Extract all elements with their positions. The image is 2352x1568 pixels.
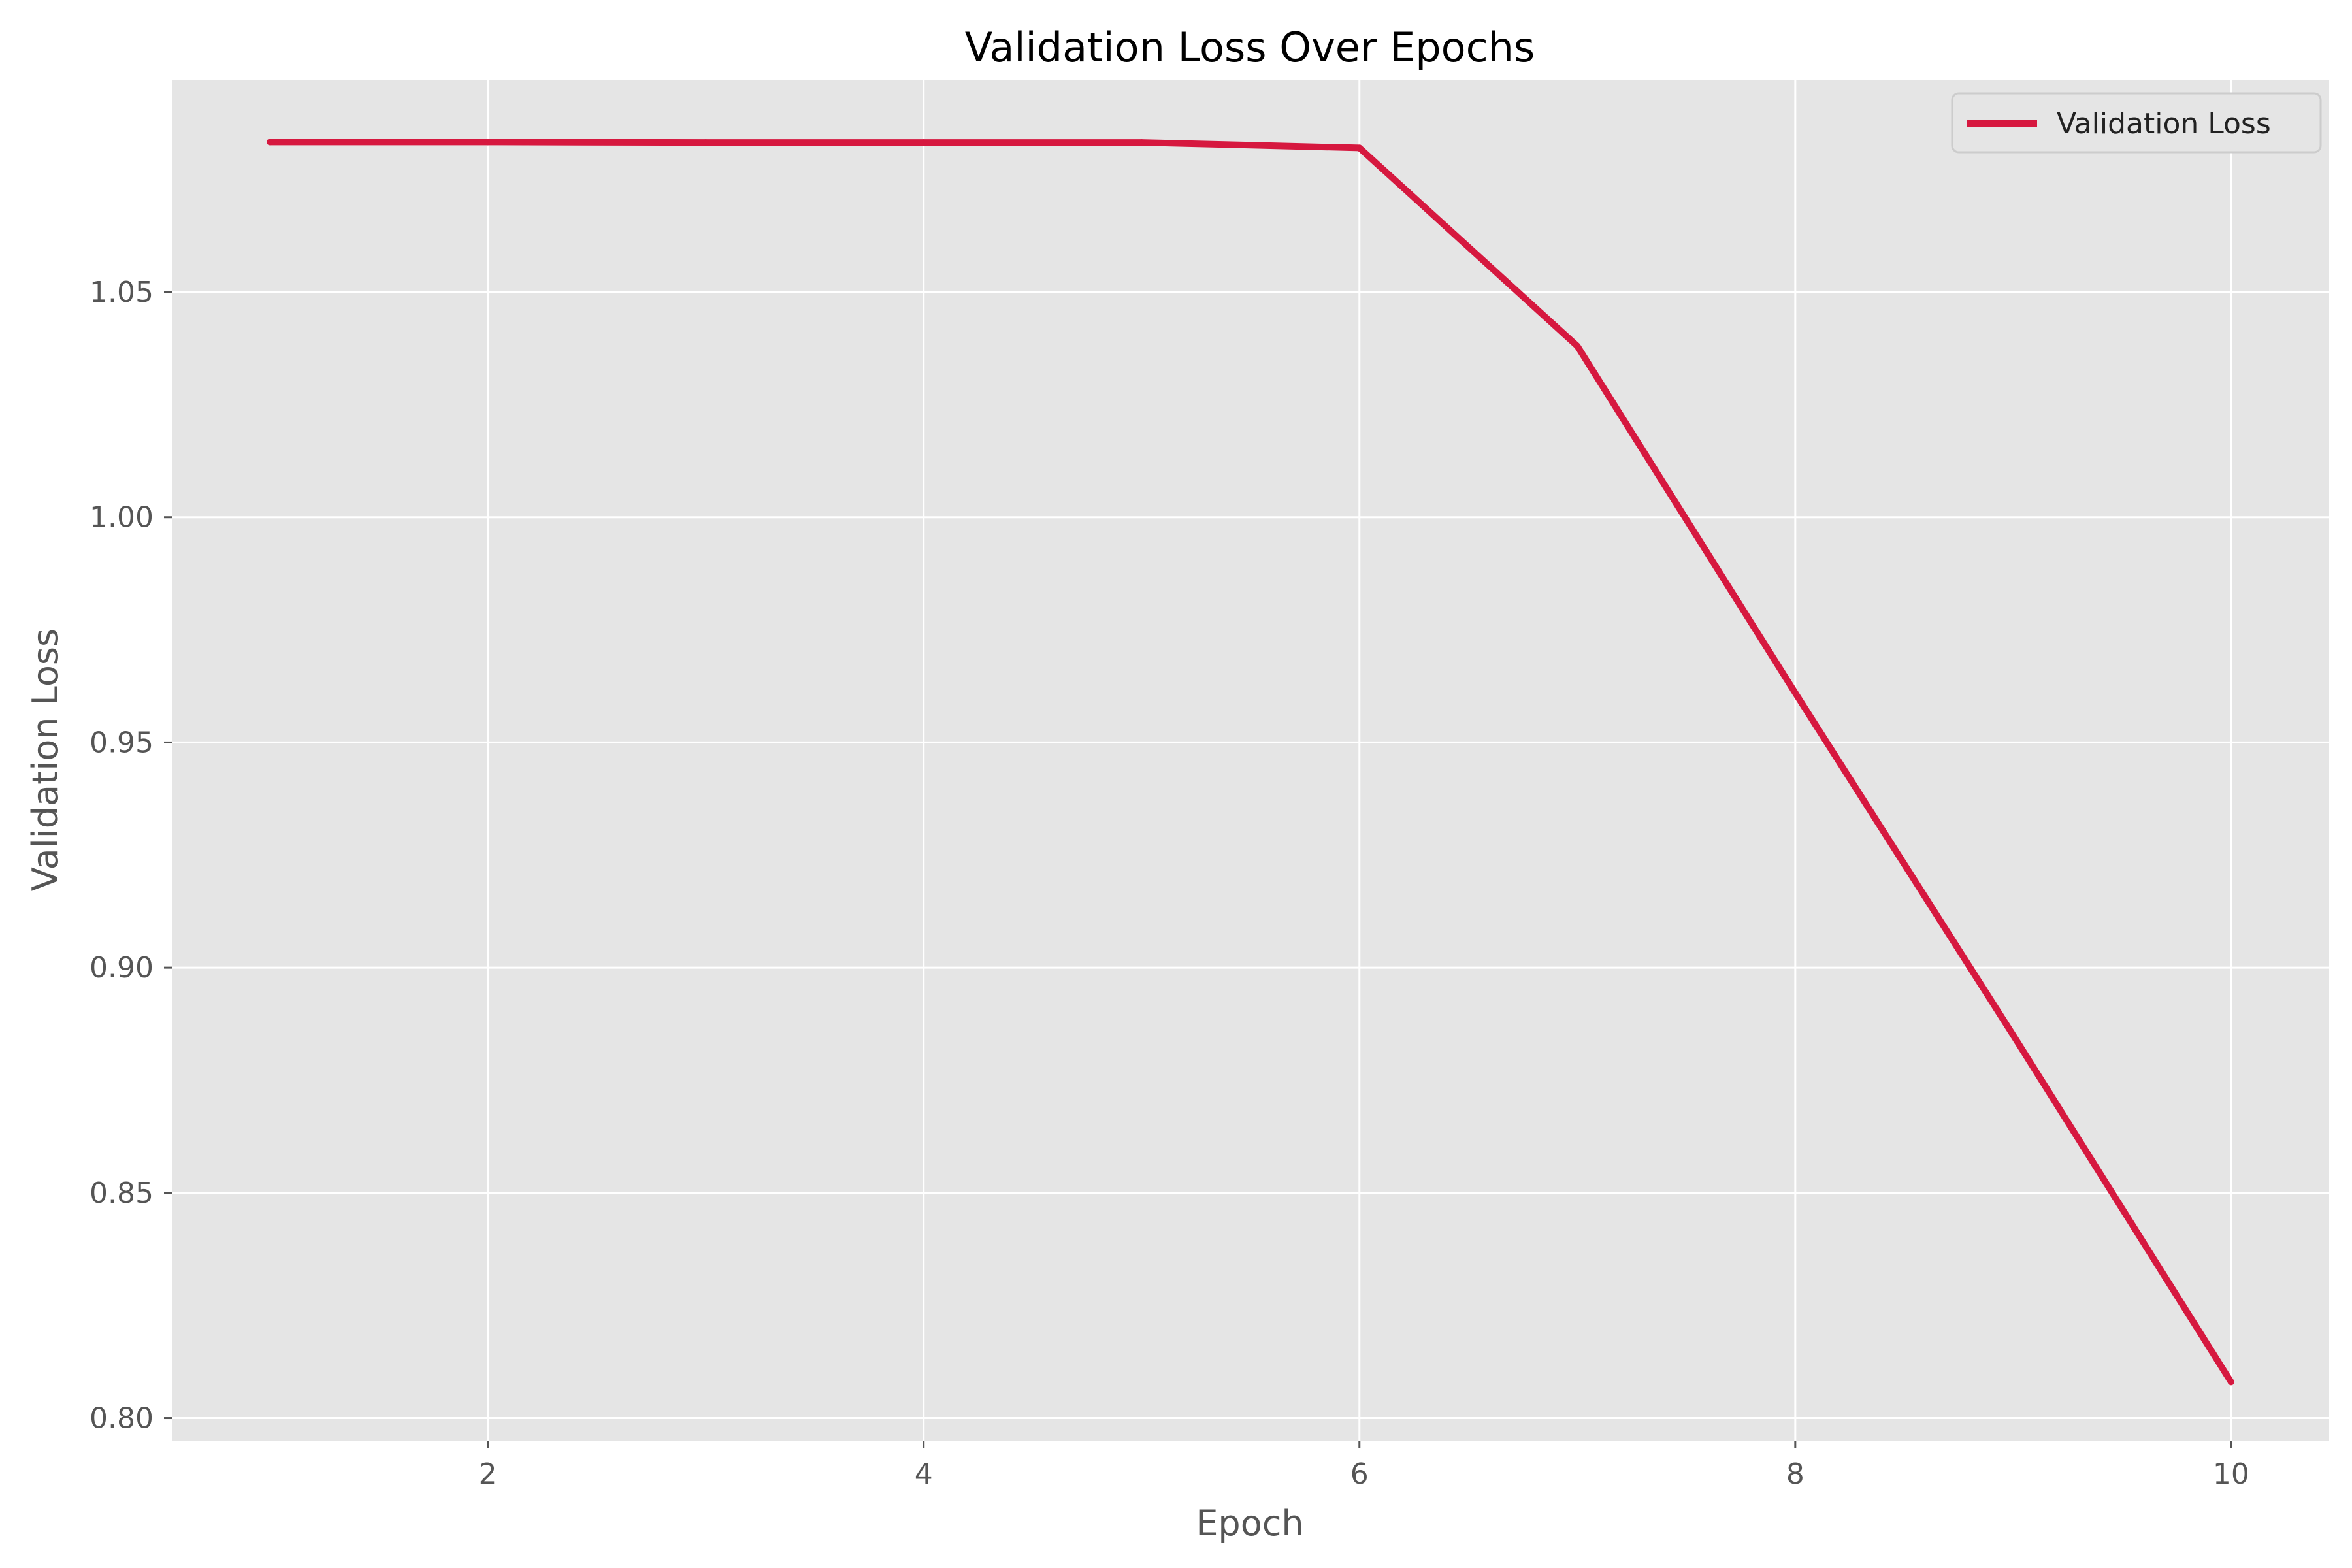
data-point bbox=[484, 139, 491, 146]
data-point bbox=[702, 139, 710, 146]
data-point bbox=[1574, 342, 1581, 350]
legend: Validation Loss bbox=[1951, 92, 2322, 154]
x-tick-label: 2 bbox=[479, 1458, 497, 1491]
y-axis-label: Validation Loss bbox=[25, 629, 66, 891]
series-layer bbox=[267, 139, 2234, 1386]
x-tick-label: 8 bbox=[1786, 1458, 1805, 1491]
y-tick-label: 1.05 bbox=[90, 276, 154, 309]
data-point bbox=[1138, 139, 1145, 146]
y-tick-label: 0.85 bbox=[90, 1177, 154, 1210]
x-tick-label: 6 bbox=[1350, 1458, 1369, 1491]
legend-box bbox=[1951, 92, 2322, 154]
y-tick-label: 0.80 bbox=[90, 1402, 154, 1435]
data-point bbox=[2227, 1379, 2234, 1386]
data-point bbox=[1791, 689, 1799, 696]
data-point bbox=[1356, 144, 1363, 152]
series-line-validation-loss bbox=[270, 139, 2234, 1384]
y-tick-label: 0.95 bbox=[90, 726, 154, 759]
data-point bbox=[920, 139, 927, 146]
x-tick-label: 4 bbox=[915, 1458, 933, 1491]
gridlines bbox=[172, 80, 2329, 1441]
data-point bbox=[267, 139, 274, 146]
y-tick-label: 1.00 bbox=[90, 501, 154, 534]
axis-ticks: 2 4 6 8 10 0.80 0.85 0.90 0.95 1.00 1.05 bbox=[90, 276, 2249, 1491]
legend-label-validation-loss: Validation Loss bbox=[2057, 107, 2271, 140]
x-axis-label: Epoch bbox=[1196, 1503, 1303, 1544]
chart-title: Validation Loss Over Epochs bbox=[965, 24, 1535, 71]
plot-area bbox=[172, 80, 2329, 1441]
y-tick-label: 0.90 bbox=[90, 951, 154, 985]
x-tick-label: 10 bbox=[2213, 1458, 2249, 1491]
data-point bbox=[2010, 1032, 2017, 1039]
